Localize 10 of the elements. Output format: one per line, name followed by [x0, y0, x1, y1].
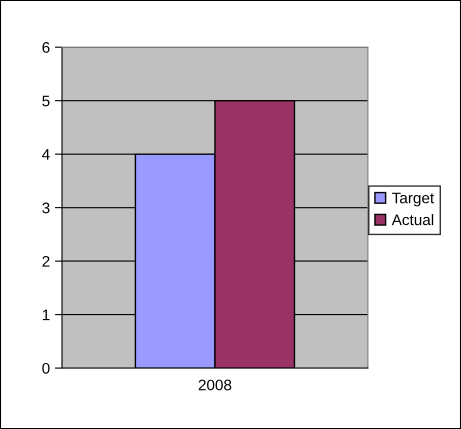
y-tick-label: 2	[42, 256, 50, 267]
y-tick-label: 1	[42, 310, 50, 320]
x-tick-label: 2008	[198, 380, 232, 390]
y-tick-label: 4	[42, 149, 50, 160]
legend-label: Target	[392, 192, 434, 206]
legend-label: Actual	[392, 214, 434, 226]
y-tick-label: 6	[42, 42, 50, 53]
y-tick-label: 0	[42, 362, 50, 374]
y-tick-label: 5	[42, 96, 50, 106]
y-tick-label: 3	[42, 202, 50, 214]
